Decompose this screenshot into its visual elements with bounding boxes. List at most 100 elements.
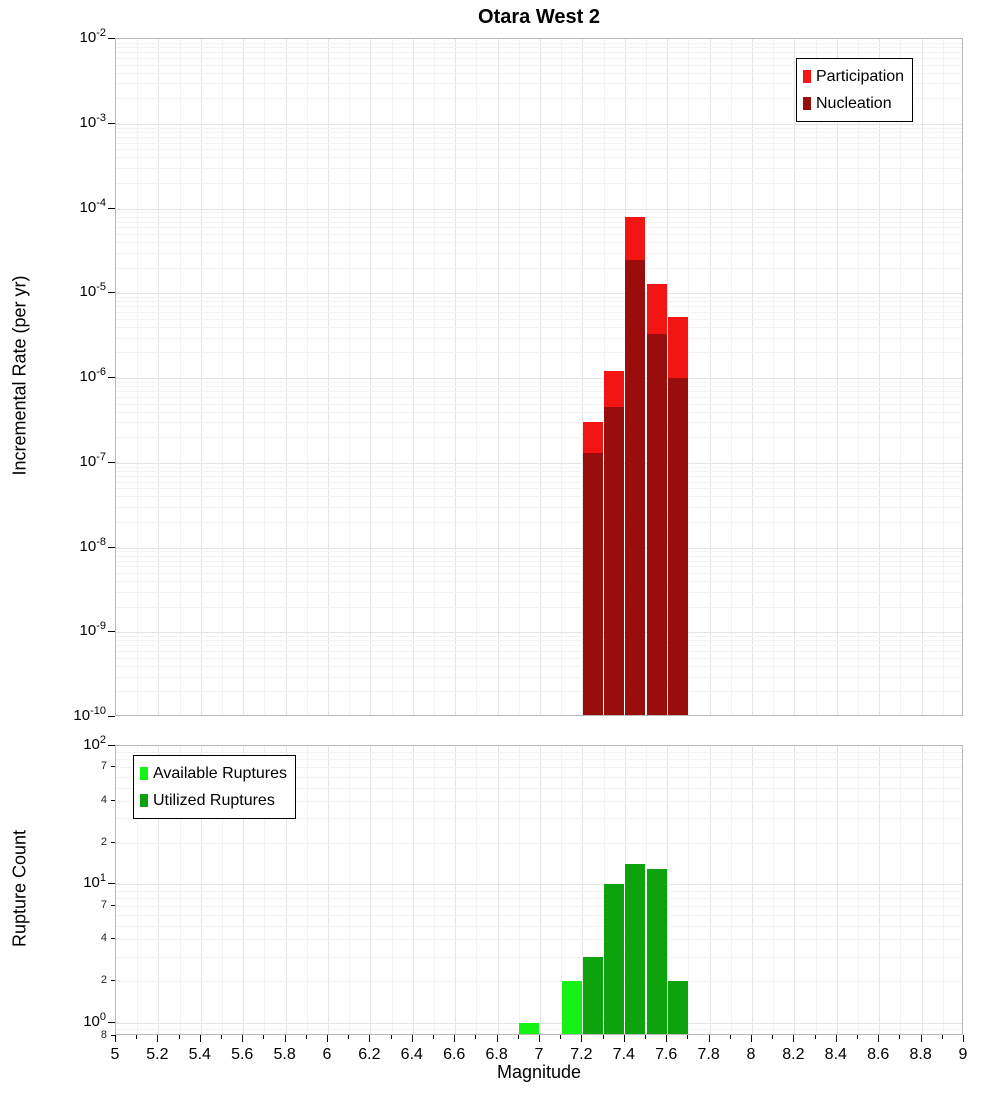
gridline-h-minor	[116, 787, 962, 789]
y-minor-tick	[111, 938, 115, 940]
gridline-h-minor	[116, 149, 962, 151]
x-minor-tick	[899, 1035, 901, 1039]
gridline-h-minor	[116, 168, 962, 170]
y-minor-tick-label: 7	[100, 760, 107, 773]
gridline-h-minor	[116, 890, 962, 892]
gridline-h-minor	[116, 939, 962, 941]
gridline-v	[836, 746, 838, 1034]
legend-item-participation: Participation	[803, 63, 904, 90]
x-tick-label: 6	[322, 1046, 332, 1063]
gridline-v	[243, 39, 245, 715]
gridline-h-minor	[116, 318, 962, 320]
gridline-h-minor	[116, 691, 962, 693]
gridline-h-minor	[116, 980, 962, 982]
gridline-v	[434, 39, 435, 715]
gridline-v	[306, 746, 308, 1034]
x-minor-tick	[433, 1035, 434, 1039]
gridline-h-minor	[116, 466, 962, 468]
gridline-h-minor	[116, 52, 962, 54]
gridline-h-minor	[116, 136, 962, 138]
x-minor-tick	[602, 1035, 604, 1039]
x-tick-label: 6.4	[400, 1046, 423, 1063]
x-minor-tick	[517, 1035, 519, 1039]
bar-utilized-ruptures	[646, 868, 667, 1034]
gridline-v	[158, 746, 160, 1034]
gridline-v	[561, 39, 563, 715]
bar-utilized-ruptures	[667, 980, 688, 1034]
gridline-h-minor	[116, 566, 962, 568]
y-tick	[108, 883, 115, 885]
x-tick-label: 7	[534, 1046, 544, 1063]
bar-nucleation	[625, 259, 646, 715]
gridline-v	[158, 39, 160, 715]
y-tick-label: 10-6	[79, 366, 106, 385]
x-tick	[751, 1035, 752, 1042]
gridline-v	[900, 39, 902, 715]
x-tick	[581, 1035, 583, 1042]
gridline-h-minor	[116, 131, 962, 133]
gridline-h-minor	[116, 396, 962, 398]
y-tick-label: 10-2	[79, 27, 106, 46]
y-tick	[108, 1021, 115, 1023]
gridline-h-minor	[116, 234, 962, 235]
x-tick	[369, 1035, 371, 1042]
gridline-v	[688, 746, 690, 1034]
gridline-h-minor	[116, 127, 962, 129]
gridline-v	[709, 746, 711, 1034]
gridline-h-minor	[116, 157, 962, 159]
x-tick-label: 5.4	[188, 1046, 211, 1063]
gridline-h-minor	[116, 306, 962, 308]
x-tick-label: 8.2	[782, 1046, 805, 1063]
gridline-v	[582, 39, 584, 715]
gridline-h-minor	[116, 818, 962, 820]
x-tick-label: 7.6	[655, 1046, 678, 1063]
x-tick	[454, 1035, 456, 1042]
x-tick	[878, 1035, 880, 1042]
x-tick-label: 6.2	[358, 1046, 381, 1063]
y-minor-tick	[111, 979, 115, 981]
gridline-h-minor	[116, 914, 962, 916]
x-tick	[411, 1035, 413, 1042]
gridline-h-minor	[116, 83, 962, 85]
gridline-h-minor	[116, 581, 962, 583]
gridline-v	[561, 746, 563, 1034]
bar-nucleation	[582, 453, 604, 715]
gridline-v	[391, 746, 393, 1034]
x-tick	[284, 1035, 286, 1042]
x-axis-label-magnitude: Magnitude	[496, 1062, 582, 1082]
x-tick-label: 7.8	[697, 1046, 720, 1063]
x-tick	[199, 1035, 201, 1042]
participation-swatch	[803, 70, 811, 83]
gridline-h-minor	[116, 925, 962, 927]
gridline-v	[497, 39, 499, 715]
gridline-h-minor	[116, 47, 962, 49]
y-tick-label: 101	[83, 872, 106, 892]
gridline-v	[200, 746, 202, 1034]
gridline-h-minor	[116, 42, 962, 44]
y-minor-tick-label: 4	[100, 794, 107, 807]
gridline-v	[476, 39, 478, 715]
legend-label-utilized-ruptures: Utilized Ruptures	[153, 791, 275, 809]
y-axis-label-incremental-rate: Incremental Rate (per yr)	[9, 275, 30, 476]
gridline-v	[412, 746, 414, 1034]
gridline-h-minor	[116, 227, 962, 229]
gridline-h-minor	[116, 665, 962, 667]
gridline-v	[518, 39, 520, 715]
y-tick	[108, 716, 115, 717]
y-minor-tick-label: 8	[100, 1029, 107, 1041]
x-tick	[708, 1035, 710, 1042]
gridline-h-minor	[116, 312, 962, 314]
gridline-h-minor	[116, 391, 962, 393]
bar-utilized-ruptures	[582, 956, 604, 1034]
chart-title: Otara West 2	[478, 6, 600, 28]
y-tick	[108, 207, 115, 209]
bar-utilized-ruptures	[625, 864, 646, 1034]
x-minor-tick	[687, 1035, 689, 1039]
gridline-h	[116, 462, 962, 464]
gridline-h-minor	[116, 551, 962, 553]
bar-nucleation	[667, 378, 688, 715]
y-tick-label: 10-8	[79, 535, 106, 555]
gridline-h-minor	[116, 1028, 962, 1030]
x-minor-tick	[390, 1035, 392, 1039]
